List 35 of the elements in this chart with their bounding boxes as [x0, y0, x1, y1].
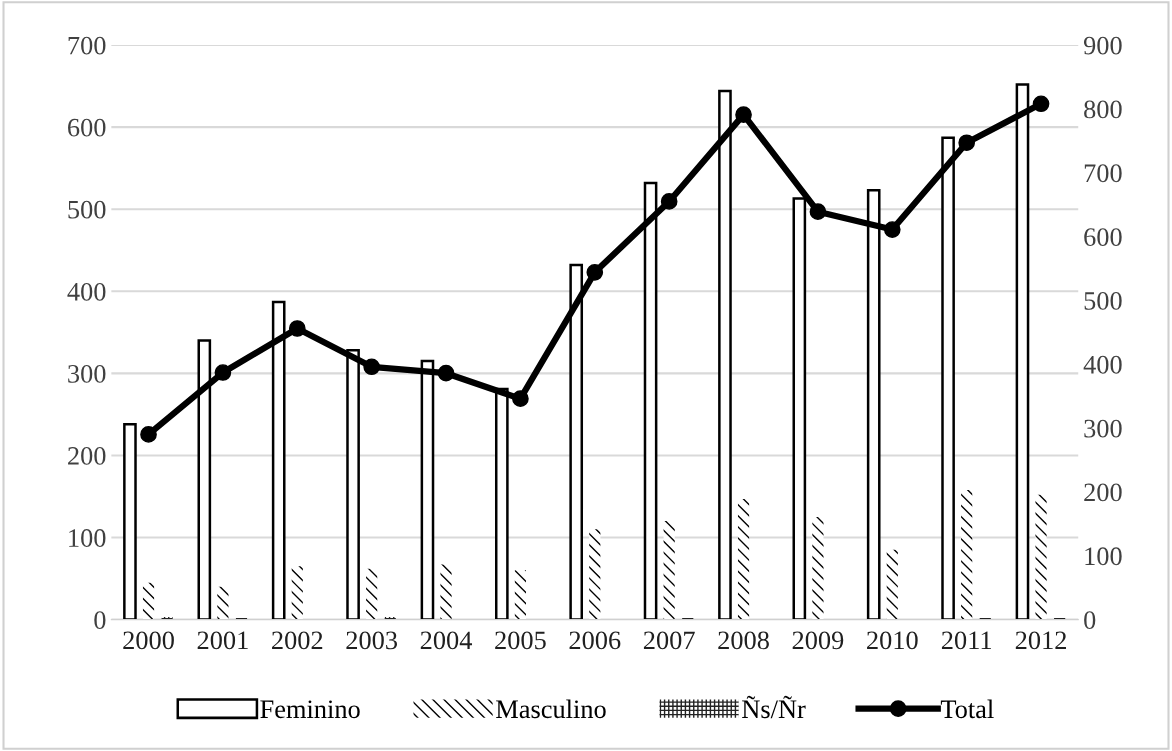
- x-tick-label: 2010: [867, 631, 918, 650]
- x-tick-label: 2007: [643, 631, 695, 650]
- x-tick-label: 2002: [272, 631, 323, 650]
- y2-tick-label: 700: [1084, 164, 1122, 183]
- y-tick-label: 500: [68, 200, 106, 219]
- y2-tick-label: 0: [1084, 611, 1096, 629]
- y2-tick-label: 300: [1084, 419, 1122, 438]
- x-tick-label: 2003: [346, 631, 398, 650]
- y2-tick-label: 500: [1084, 292, 1122, 310]
- y2-tick-label: 800: [1084, 100, 1122, 119]
- x-tick-label: 2011: [941, 631, 991, 650]
- y-tick-label: 0: [94, 611, 106, 629]
- legend-label: Feminino: [260, 700, 360, 719]
- x-tick-label: 2005: [495, 631, 546, 650]
- y-tick-label: 200: [68, 447, 106, 465]
- x-tick-label: 2000: [123, 631, 174, 650]
- legend-label: Masculino: [496, 699, 606, 719]
- y2-tick-label: 100: [1085, 547, 1122, 566]
- y2-tick-label: 200: [1084, 483, 1122, 502]
- y-tick-label: 400: [67, 282, 106, 301]
- y2-tick-label: 900: [1083, 36, 1122, 55]
- x-tick-label: 2006: [569, 631, 621, 650]
- y-tick-label: 300: [68, 364, 106, 383]
- x-tick-label: 2009: [792, 631, 844, 650]
- y2-tick-label: 600: [1084, 228, 1122, 246]
- y-tick-label: 600: [68, 118, 106, 137]
- y2-tick-label: 400: [1083, 355, 1122, 374]
- legend-label: Total: [940, 699, 994, 719]
- x-tick-label: 2008: [718, 631, 769, 650]
- y-tick-label: 100: [69, 529, 106, 547]
- x-tick-label: 2004: [420, 631, 473, 650]
- x-tick-label: 2012: [1015, 631, 1066, 650]
- x-tick-label: 2001: [197, 631, 248, 650]
- legend-label: Ñs/Ñr: [742, 695, 806, 719]
- y-tick-label: 700: [68, 36, 106, 55]
